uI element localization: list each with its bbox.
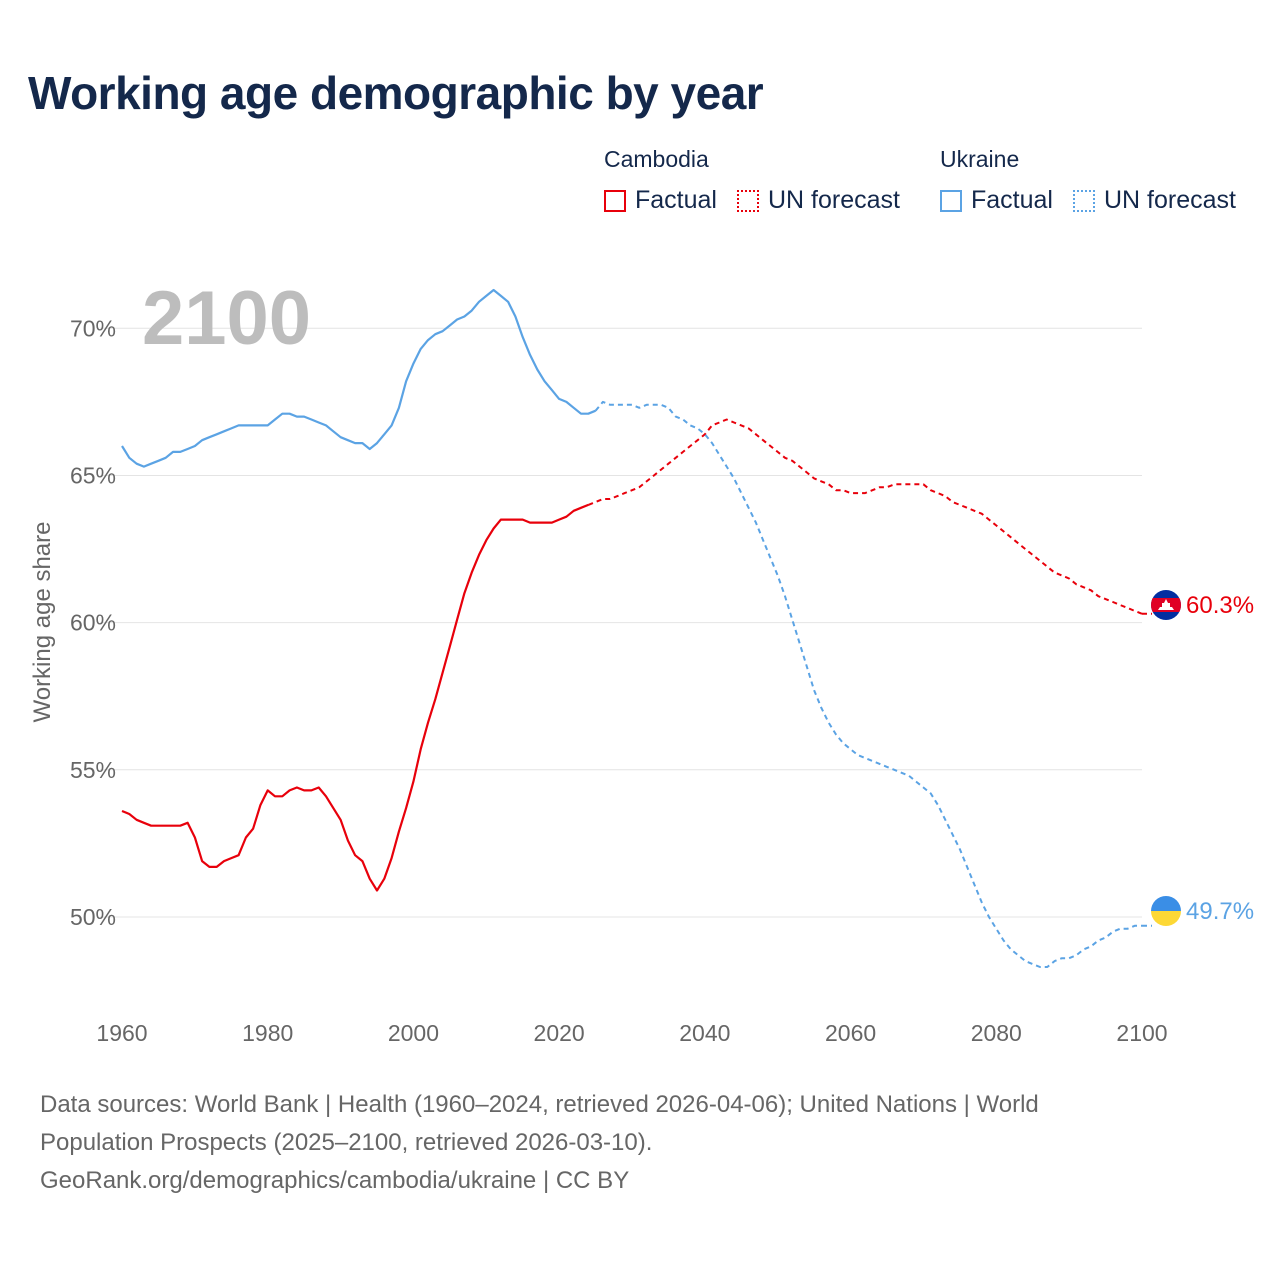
- x-tick-label: 1980: [242, 1020, 293, 1046]
- legend-swatch-dotted-icon: [737, 189, 759, 212]
- legend-swatch-solid-icon: [940, 189, 962, 212]
- cambodia-flag-icon: [1151, 590, 1181, 620]
- cambodia-factual-line[interactable]: [121, 503, 589, 892]
- x-tick-label: 2060: [825, 1020, 876, 1046]
- ukraine-flag-icon: [1151, 896, 1181, 926]
- legend-label: Factual: [971, 186, 1053, 214]
- x-tick-label: 2100: [1116, 1020, 1167, 1046]
- chart-canvas: 50% 55% 60% 65% 70% 1960 1980 2000 2020 2040 2060…: [29, 276, 1254, 1046]
- footer-line[interactable]: GeoRank.org/demographics/cambodia/ukrain…: [40, 1167, 630, 1194]
- y-axis-label: Working age share: [29, 522, 56, 723]
- series-layer: [121, 288, 1152, 968]
- y-tick-label: 50%: [70, 904, 116, 930]
- ukraine-factual-line[interactable]: [121, 288, 597, 468]
- legend-swatch-dotted-icon: [1073, 189, 1095, 212]
- footer-line: Population Prospects (2025–2100, retriev…: [40, 1129, 653, 1156]
- x-axis: 1960 1980 2000 2020 2040 2060 2080 2100: [96, 1020, 1167, 1046]
- footer-source: Data sources: World Bank | Health (1960–…: [40, 1086, 1240, 1200]
- x-tick-label: 1960: [96, 1020, 147, 1046]
- legend-label: Factual: [635, 186, 717, 214]
- legend-cambodia-factual[interactable]: Factual: [604, 186, 717, 215]
- gridlines: [100, 327, 1142, 918]
- y-tick-label: 70%: [70, 315, 116, 341]
- legend-cambodia-forecast[interactable]: UN forecast: [737, 186, 900, 215]
- legend-label: UN forecast: [768, 186, 900, 214]
- footer-line: Data sources: World Bank | Health (1960–…: [40, 1091, 1039, 1118]
- x-tick-label: 2020: [534, 1020, 585, 1046]
- x-tick-label: 2000: [388, 1020, 439, 1046]
- y-tick-label: 65%: [70, 462, 116, 488]
- x-tick-label: 2040: [679, 1020, 730, 1046]
- legend-title-cambodia: Cambodia: [604, 146, 709, 172]
- legend-label: UN forecast: [1104, 186, 1236, 214]
- legend-ukraine-forecast[interactable]: UN forecast: [1073, 186, 1236, 215]
- y-tick-label: 60%: [70, 610, 116, 636]
- ukraine-forecast-line[interactable]: [594, 400, 1142, 968]
- x-tick-label: 2080: [971, 1020, 1022, 1046]
- end-label-ukraine: 49.7%: [1186, 898, 1254, 925]
- chart-title: Working age demographic by year: [28, 67, 764, 119]
- year-watermark: 2100: [142, 276, 311, 361]
- legend-swatch-solid-icon: [604, 189, 626, 212]
- y-axis: 50% 55% 60% 65% 70%: [70, 315, 116, 930]
- legend-ukraine-factual[interactable]: Factual: [940, 186, 1053, 215]
- y-tick-label: 55%: [70, 757, 116, 783]
- cambodia-forecast-line[interactable]: [587, 418, 1143, 615]
- legend-title-ukraine: Ukraine: [940, 146, 1020, 172]
- end-label-cambodia: 60.3%: [1186, 592, 1254, 619]
